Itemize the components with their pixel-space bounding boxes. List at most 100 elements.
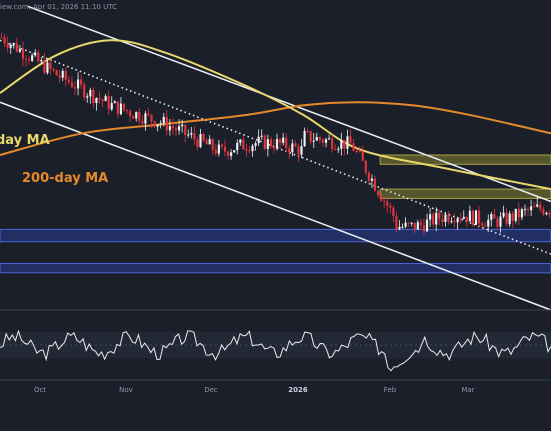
candle-body xyxy=(520,209,523,218)
candle-body xyxy=(355,150,358,152)
candle-body xyxy=(416,222,419,230)
candle-body xyxy=(398,226,401,230)
candle-body xyxy=(285,137,288,149)
candle-body xyxy=(86,96,89,98)
candle-body xyxy=(370,178,373,181)
candle-body xyxy=(49,62,52,69)
x-tick-label: Oct xyxy=(34,386,46,394)
candle-body xyxy=(260,135,263,137)
candle-body xyxy=(184,124,187,135)
candle-body xyxy=(208,139,211,145)
candle-body xyxy=(230,152,233,156)
candle-body xyxy=(80,79,83,85)
ma50-line xyxy=(0,39,551,191)
candle-body xyxy=(190,133,193,135)
candle-body xyxy=(407,222,410,224)
candle-body xyxy=(361,151,364,161)
candle-body xyxy=(18,48,21,52)
lower-channel-line xyxy=(0,101,551,311)
candle-body xyxy=(306,131,309,133)
candle-body xyxy=(395,216,398,230)
candle-body xyxy=(98,97,101,100)
trend-channel xyxy=(0,5,551,311)
candle-body xyxy=(404,222,407,227)
candle-body xyxy=(309,131,312,142)
upper-channel-line xyxy=(27,5,551,203)
candle-body xyxy=(168,126,171,131)
candle-body xyxy=(43,59,46,73)
zone-yellow-0 xyxy=(379,154,551,165)
candle-body xyxy=(64,70,67,80)
candle-body xyxy=(58,75,61,78)
candle-body xyxy=(275,139,279,149)
rsi-line xyxy=(0,329,551,372)
candle-body xyxy=(135,111,138,119)
candle-body xyxy=(536,204,539,207)
candle-body xyxy=(386,201,389,206)
candle-body xyxy=(52,68,55,71)
candle-body xyxy=(147,113,150,115)
candle-body xyxy=(119,103,122,115)
candle-body xyxy=(291,143,294,153)
candle-body xyxy=(490,214,493,220)
candle-body xyxy=(337,148,340,150)
candle-body xyxy=(236,142,239,151)
candle-body xyxy=(223,146,227,152)
candle-body xyxy=(526,209,530,211)
candle-body xyxy=(539,204,542,210)
candle-body xyxy=(266,139,269,150)
candle-body xyxy=(542,209,545,215)
candle-body xyxy=(288,148,291,153)
candle-body xyxy=(37,52,40,62)
candle-body xyxy=(380,195,383,201)
candle-body xyxy=(12,43,15,45)
candle-body xyxy=(144,113,147,124)
candle-body xyxy=(83,84,86,98)
candle-body xyxy=(202,134,205,141)
candle-body xyxy=(373,178,377,191)
support-resistance-zones xyxy=(0,154,551,274)
candle-body xyxy=(174,128,178,131)
candle-body xyxy=(324,139,328,143)
candle-body xyxy=(444,214,447,222)
candle-body xyxy=(28,59,31,61)
candle-body xyxy=(367,172,370,181)
candle-body xyxy=(499,216,502,227)
candle-body xyxy=(15,43,18,52)
rsi-panel xyxy=(0,329,551,372)
ma200-line xyxy=(0,101,551,156)
candle-body xyxy=(401,226,404,228)
candle-body xyxy=(251,145,254,152)
candle-body xyxy=(89,89,92,97)
candle-body xyxy=(481,223,484,226)
candle-body xyxy=(419,222,422,225)
candle-body xyxy=(76,79,80,89)
candle-body xyxy=(159,123,162,125)
candle-body xyxy=(471,210,475,225)
candle-body xyxy=(254,143,257,146)
candle-body xyxy=(40,59,43,62)
candle-body xyxy=(343,140,346,149)
candle-body xyxy=(376,190,380,196)
candle-body xyxy=(162,116,165,124)
candle-body xyxy=(533,206,536,208)
candle-body xyxy=(514,208,517,221)
candle-body xyxy=(116,101,119,115)
candle-body xyxy=(178,126,181,131)
ma200-label: 200-day MA xyxy=(22,171,108,186)
candle-body xyxy=(315,136,318,141)
x-tick-label: Dec xyxy=(204,386,218,394)
candle-body xyxy=(300,146,303,155)
ma50-label: day MA xyxy=(0,133,50,148)
candle-body xyxy=(410,222,413,224)
candle-body xyxy=(24,58,28,60)
candle-body xyxy=(508,213,511,225)
candle-body xyxy=(233,150,236,153)
candle-body xyxy=(545,212,548,215)
candle-body xyxy=(282,137,285,143)
candle-body xyxy=(272,146,276,149)
candle-body xyxy=(468,210,471,222)
candle-body xyxy=(193,133,196,140)
candle-body xyxy=(303,131,306,147)
